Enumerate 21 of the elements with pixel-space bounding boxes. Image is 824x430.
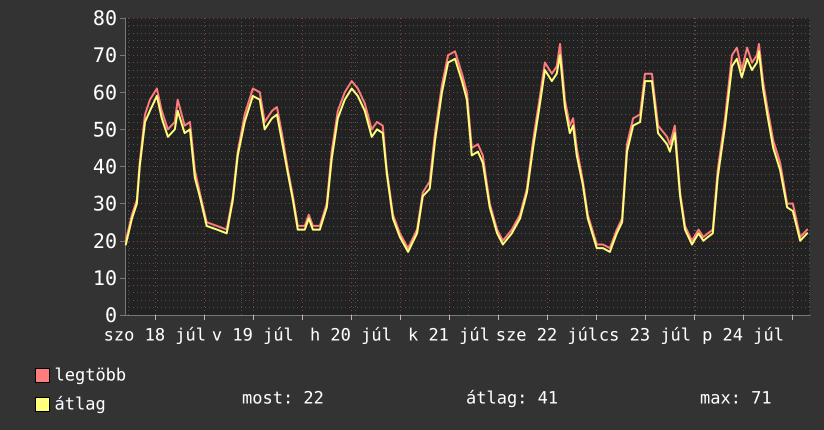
x-tick-label: cs 23 júl: [598, 326, 692, 346]
x-tick-label: h 20 júl: [310, 326, 392, 346]
text: max: 71: [700, 388, 772, 408]
text: most: 22: [242, 388, 324, 408]
x-tick-label: k 21 júl: [408, 326, 490, 346]
legend-label: legtöbb: [54, 366, 126, 386]
y-tick-label: 50: [92, 117, 117, 142]
legend-label: átlag: [54, 394, 106, 414]
x-tick-label: p 24 júl: [702, 326, 784, 346]
y-tick-label: 40: [92, 154, 117, 178]
x-tick-label: v 19 júl: [212, 326, 294, 346]
y-tick-label: 20: [92, 228, 117, 253]
y-tick-label: 60: [92, 80, 117, 104]
x-tick-label: szo 18 júl: [104, 326, 206, 346]
y-tick-label: 30: [92, 192, 117, 216]
text: átlag: 41: [466, 388, 558, 408]
y-tick-label: 0: [104, 303, 117, 327]
x-tick-label: sze 22 júl: [496, 326, 598, 346]
y-tick-label: 70: [92, 43, 117, 68]
y-tick-label: 10: [92, 266, 117, 290]
y-tick-label: 80: [92, 6, 117, 30]
